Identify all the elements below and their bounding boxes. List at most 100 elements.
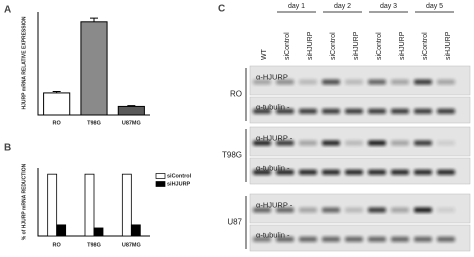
band [391, 108, 409, 114]
band [437, 169, 455, 175]
x-tick-label: T98G [87, 120, 101, 126]
lane-label: siControl [330, 32, 337, 60]
legend-swatch [155, 173, 166, 179]
error-bar [90, 17, 98, 22]
x-tick-label: RO [53, 242, 62, 248]
band [437, 207, 455, 213]
band [414, 169, 432, 175]
bar [130, 224, 141, 237]
lane-label: siHJURP [353, 31, 360, 60]
band [391, 79, 409, 85]
bar [93, 227, 104, 237]
band [391, 236, 409, 242]
band [322, 207, 340, 213]
panel-label: C [218, 4, 225, 15]
bar [47, 173, 58, 237]
x-tick-label: U87MG [122, 120, 141, 126]
band [322, 108, 340, 114]
panel-label: B [4, 143, 11, 154]
band [368, 79, 386, 85]
probe-label: α-HJURP - [256, 201, 293, 210]
error-bar [52, 90, 61, 93]
band [299, 140, 317, 146]
bar [56, 224, 67, 237]
band [437, 236, 455, 242]
bar [117, 105, 145, 116]
lane-label: siControl [422, 32, 429, 60]
band [276, 236, 294, 242]
bar [121, 173, 132, 237]
panel-label: A [4, 5, 11, 16]
band [299, 79, 317, 85]
band [414, 79, 432, 85]
band [276, 108, 294, 114]
band [253, 79, 271, 85]
band [368, 140, 386, 146]
lane-label: siHJURP [307, 31, 314, 60]
band [414, 108, 432, 114]
band [414, 140, 432, 146]
day-label: day 2 [334, 3, 351, 10]
band [368, 108, 386, 114]
legend-label: siHJURP [167, 181, 191, 187]
y-axis-label: HJURP mRNA RELATIVE EXPRESSION [21, 16, 27, 109]
band [276, 140, 294, 146]
band [322, 169, 340, 175]
band [391, 169, 409, 175]
band [437, 108, 455, 114]
band [253, 236, 271, 242]
band [276, 169, 294, 175]
y-axis-label: % of HJURP mRNA REDUCTION [21, 163, 27, 240]
bar [84, 173, 95, 237]
band [345, 236, 363, 242]
band [322, 236, 340, 242]
band [253, 140, 271, 146]
band [322, 79, 340, 85]
band [299, 236, 317, 242]
probe-label: α-HJURP [256, 73, 288, 82]
band [276, 207, 294, 213]
band [276, 79, 294, 85]
band [368, 169, 386, 175]
band [299, 108, 317, 114]
day-label: day 1 [288, 3, 305, 10]
band [299, 169, 317, 175]
band [437, 140, 455, 146]
x-tick-label: T98G [87, 242, 101, 248]
lane-label: siControl [376, 32, 383, 60]
band [345, 140, 363, 146]
band [322, 140, 340, 146]
band [345, 79, 363, 85]
day-label: day 3 [380, 3, 397, 10]
band [414, 207, 432, 213]
legend-swatch [155, 181, 166, 187]
legend-label: siControl [167, 173, 192, 179]
error-bar [127, 105, 136, 107]
band [253, 169, 271, 175]
band [253, 207, 271, 213]
bar [80, 21, 108, 116]
probe-label: α-tubulin - [256, 163, 290, 172]
band [414, 236, 432, 242]
band [299, 207, 317, 213]
day-label: day 5 [426, 3, 443, 10]
band [345, 207, 363, 213]
band [391, 140, 409, 146]
x-tick-label: RO [53, 120, 62, 126]
lane-label: siControl [284, 32, 291, 60]
row-label: U87 [227, 218, 242, 227]
axis [37, 168, 150, 237]
band [345, 169, 363, 175]
probe-label: α-HJURP - [256, 134, 293, 143]
band [437, 79, 455, 85]
band [391, 207, 409, 213]
band [345, 108, 363, 114]
band [368, 236, 386, 242]
lane-label: WT [261, 48, 268, 60]
band [253, 108, 271, 114]
lane-label: siHJURP [445, 31, 452, 60]
band [368, 207, 386, 213]
axis [37, 12, 150, 116]
row-label: T98G [222, 151, 242, 160]
